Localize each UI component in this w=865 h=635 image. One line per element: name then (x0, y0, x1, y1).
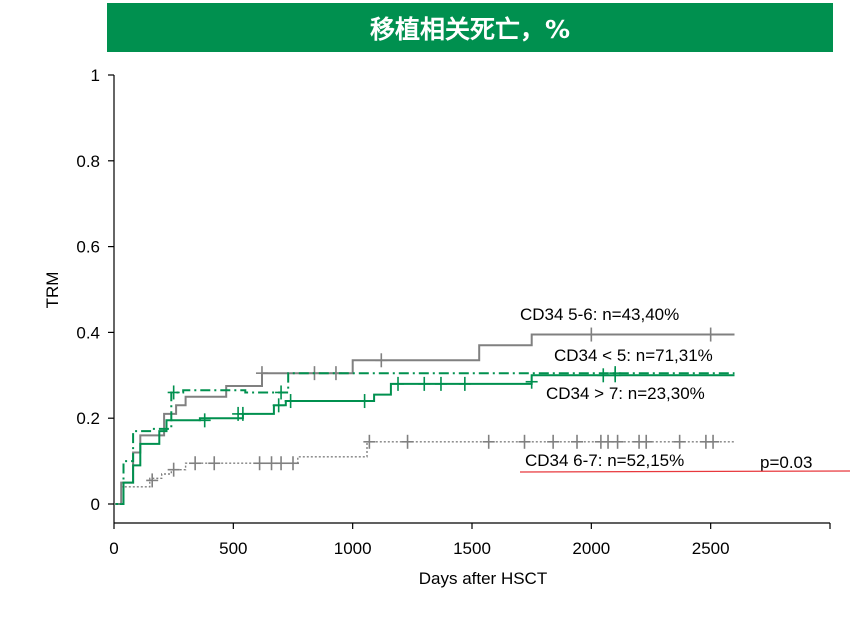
censor-mark (167, 385, 180, 400)
x-tick-label: 500 (219, 539, 247, 558)
censor-mark (609, 368, 622, 383)
y-tick-label: 1 (91, 66, 100, 85)
x-axis-label: Days after HSCT (419, 569, 547, 588)
censor-mark (253, 456, 266, 471)
censor-mark (198, 413, 211, 428)
series-label-cd34-lt5: CD34 < 5: n=71,31% (554, 346, 713, 365)
censor-mark (525, 374, 538, 389)
censor-mark (287, 456, 299, 471)
censor-mark (146, 473, 159, 488)
p-value-annotation: p=0.03 (760, 453, 812, 472)
y-tick-label: 0.8 (76, 152, 100, 171)
series-line-cd34-5-n-71-31 (114, 372, 735, 505)
censor-mark (434, 376, 447, 391)
x-tick-label: 2500 (692, 539, 730, 558)
censor-mark (704, 327, 717, 342)
censor-mark (597, 368, 610, 383)
censor-mark (673, 434, 686, 449)
censor-mark (275, 385, 288, 400)
y-axis-label: TRM (43, 272, 62, 309)
p-value-underline (519, 470, 851, 473)
censor-mark (275, 456, 288, 471)
censor-mark (401, 434, 414, 449)
y-tick-label: 0.4 (76, 323, 100, 342)
censor-mark (284, 394, 297, 409)
censor-mark (189, 456, 202, 471)
censor-mark (518, 434, 531, 449)
censor-mark (358, 394, 371, 409)
y-tick-label: 0.2 (76, 409, 100, 428)
censor-mark (272, 398, 285, 413)
series-line-cd34-6-7-n-52-15 (114, 441, 735, 505)
censor-mark (208, 456, 221, 471)
chart-title: 移植相关死亡，% (107, 3, 833, 52)
series-label-cd34-gt7: CD34 > 7: n=23,30% (546, 384, 705, 403)
y-tick-label: 0 (91, 495, 100, 514)
censor-mark (392, 376, 405, 391)
x-tick-label: 2000 (572, 539, 610, 558)
series-label-cd34-6-7: CD34 6-7: n=52,15% (525, 451, 684, 470)
censor-mark (458, 376, 471, 391)
censor-mark (585, 327, 598, 342)
censor-mark (418, 376, 431, 391)
censor-mark (363, 434, 376, 449)
censor-mark (255, 366, 268, 381)
x-tick-label: 1500 (453, 539, 491, 558)
y-tick-label: 0.6 (76, 238, 100, 257)
series-label-cd34-5-6: CD34 5-6: n=43,40% (520, 305, 679, 324)
x-tick-label: 0 (109, 539, 118, 558)
censor-mark (236, 406, 249, 421)
x-tick-label: 1000 (334, 539, 372, 558)
censor-mark (640, 434, 653, 449)
censor-mark (707, 434, 720, 449)
censor-mark (167, 462, 180, 477)
censor-mark (571, 434, 584, 449)
censor-mark (375, 353, 388, 368)
censor-mark (547, 434, 560, 449)
censor-mark (611, 434, 624, 449)
censor-mark (482, 434, 495, 449)
